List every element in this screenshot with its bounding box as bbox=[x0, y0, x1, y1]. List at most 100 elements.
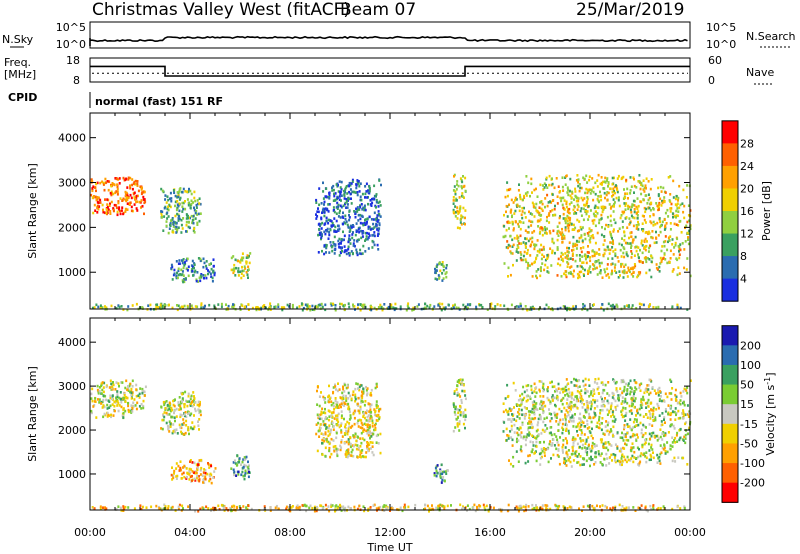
noise-panel-frame bbox=[89, 21, 691, 49]
heatmap-cell bbox=[579, 455, 582, 458]
heatmap-cell bbox=[601, 397, 603, 401]
heatmap-cell bbox=[345, 198, 348, 201]
heatmap-cell bbox=[122, 411, 125, 415]
heatmap-cell bbox=[655, 202, 658, 205]
heatmap-cell bbox=[183, 403, 186, 406]
heatmap-cell bbox=[334, 383, 336, 387]
heatmap-cell bbox=[196, 202, 199, 206]
heatmap-cell bbox=[161, 189, 164, 193]
heatmap-cell bbox=[366, 231, 368, 235]
heatmap-cell bbox=[534, 395, 537, 398]
heatmap-cell bbox=[232, 271, 235, 275]
heatmap-cell bbox=[539, 417, 542, 421]
heatmap-cell bbox=[196, 271, 199, 274]
heatmap-cell bbox=[142, 406, 145, 410]
heatmap-cell bbox=[296, 306, 299, 310]
heatmap-cell bbox=[187, 274, 190, 278]
heatmap-cell bbox=[672, 215, 674, 219]
heatmap-cell bbox=[596, 179, 599, 182]
heatmap-cell bbox=[615, 387, 618, 390]
heatmap-cell bbox=[529, 397, 532, 400]
heatmap-cell bbox=[618, 204, 621, 208]
heatmap-cell bbox=[456, 408, 459, 411]
heatmap-cell bbox=[585, 212, 588, 216]
heatmap-cell bbox=[643, 452, 646, 455]
heatmap-cell bbox=[356, 191, 359, 194]
heatmap-cell bbox=[344, 425, 346, 429]
heatmap-cell bbox=[351, 444, 354, 447]
heatmap-cell bbox=[561, 241, 564, 244]
heatmap-cell bbox=[166, 217, 169, 220]
heatmap-cell bbox=[633, 254, 636, 257]
heatmap-cell bbox=[345, 206, 348, 209]
heatmap-cell bbox=[643, 215, 645, 218]
heatmap-cell bbox=[163, 403, 166, 407]
heatmap-cell bbox=[360, 384, 363, 387]
heatmap-cell bbox=[332, 411, 335, 414]
heatmap-cell bbox=[196, 403, 199, 407]
heatmap-cell bbox=[96, 204, 99, 208]
heatmap-cell bbox=[194, 217, 197, 220]
heatmap-cell bbox=[161, 307, 164, 310]
heatmap-cell bbox=[189, 404, 192, 407]
heatmap-cell bbox=[566, 191, 569, 194]
heatmap-cell bbox=[679, 427, 682, 431]
heatmap-cell bbox=[364, 231, 367, 235]
heatmap-cell bbox=[346, 384, 349, 387]
heatmap-cell bbox=[338, 245, 341, 249]
heatmap-cell bbox=[553, 433, 556, 436]
heatmap-cell bbox=[539, 201, 541, 204]
heatmap-cell bbox=[353, 416, 356, 420]
heatmap-cell bbox=[609, 304, 612, 308]
heatmap-cell bbox=[180, 414, 183, 417]
heatmap-cell bbox=[527, 231, 530, 234]
heatmap-cell bbox=[377, 229, 380, 232]
heatmap-cell bbox=[567, 216, 570, 220]
heatmap-cell bbox=[508, 459, 510, 462]
heatmap-cell bbox=[358, 184, 361, 188]
heatmap-cell bbox=[200, 276, 203, 279]
heatmap-cell bbox=[537, 433, 540, 436]
heatmap-cell bbox=[517, 305, 520, 308]
heatmap-cell bbox=[529, 410, 532, 413]
heatmap-cell bbox=[553, 396, 556, 399]
heatmap-cell bbox=[548, 174, 551, 178]
heatmap-cell bbox=[194, 407, 196, 411]
heatmap-cell bbox=[133, 180, 136, 184]
heatmap-cell bbox=[121, 414, 124, 418]
heatmap-cell bbox=[372, 432, 375, 436]
heatmap-cell bbox=[555, 177, 558, 180]
heatmap-cell bbox=[636, 211, 638, 215]
heatmap-cell bbox=[187, 221, 190, 224]
heatmap-cell bbox=[630, 306, 633, 310]
heatmap-cell bbox=[367, 247, 370, 250]
heatmap-cell bbox=[674, 460, 677, 463]
heatmap-cell bbox=[648, 206, 651, 210]
heatmap-cell bbox=[672, 268, 675, 271]
heatmap-cell bbox=[599, 461, 602, 464]
heatmap-cell bbox=[675, 434, 678, 437]
heatmap-cell bbox=[255, 308, 258, 312]
heatmap-cell bbox=[663, 252, 666, 255]
heatmap-cell bbox=[372, 227, 375, 230]
heatmap-cell bbox=[326, 229, 329, 233]
heatmap-cell bbox=[507, 413, 510, 416]
heatmap-cell bbox=[519, 426, 522, 430]
freq-right-tick-top: 60 bbox=[708, 54, 722, 67]
heatmap-cell bbox=[623, 234, 626, 238]
heatmap-cell bbox=[579, 439, 582, 443]
heatmap-cell bbox=[643, 206, 646, 210]
heatmap-cell bbox=[200, 273, 203, 276]
heatmap-cell bbox=[675, 223, 678, 226]
heatmap-cell bbox=[359, 303, 362, 306]
heatmap-cell bbox=[570, 408, 572, 411]
heatmap-cell bbox=[315, 198, 318, 202]
heatmap-cell bbox=[505, 246, 508, 249]
heatmap-cell bbox=[633, 191, 635, 194]
heatmap-cell bbox=[636, 197, 639, 200]
heatmap-cell bbox=[676, 258, 679, 262]
heatmap-cell bbox=[323, 252, 326, 256]
heatmap-cell bbox=[633, 425, 636, 428]
heatmap-cell bbox=[629, 192, 632, 195]
heatmap-cell bbox=[629, 459, 632, 462]
